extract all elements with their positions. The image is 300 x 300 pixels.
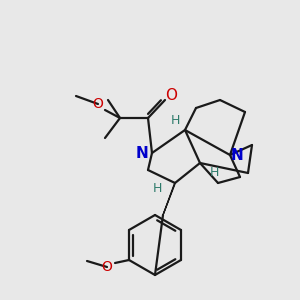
Polygon shape [163, 183, 175, 215]
Text: N: N [136, 146, 148, 160]
Text: O: O [102, 260, 112, 274]
Text: O: O [93, 97, 104, 111]
Text: H: H [170, 113, 180, 127]
Text: N: N [231, 148, 243, 163]
Text: H: H [209, 167, 219, 179]
Text: H: H [152, 182, 162, 194]
Text: O: O [165, 88, 177, 103]
